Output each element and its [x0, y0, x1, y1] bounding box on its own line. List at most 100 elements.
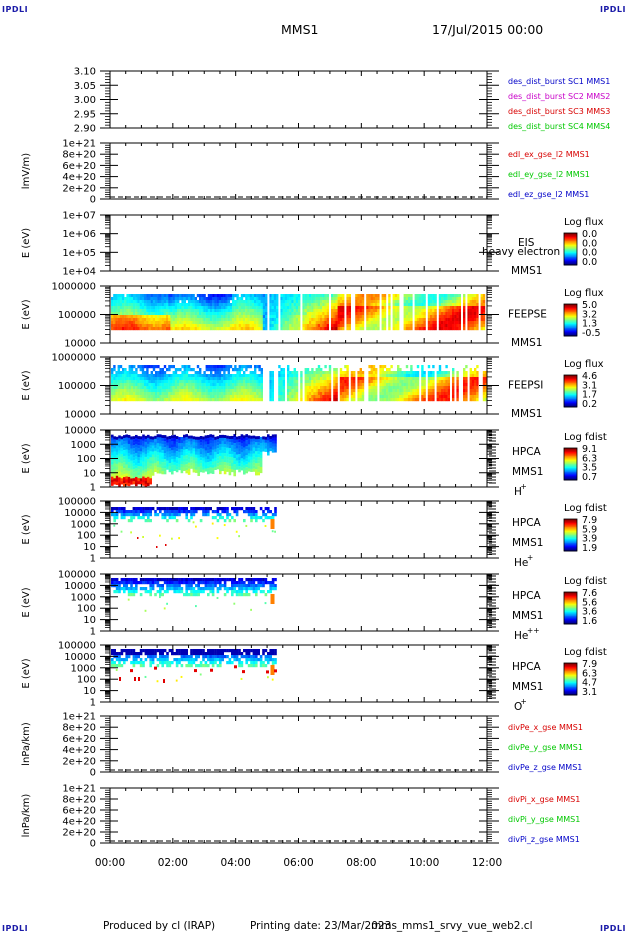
colorbar-cell	[564, 376, 577, 379]
colorbar-cell	[564, 477, 577, 480]
colorbar-cell	[564, 452, 577, 454]
colorbar-cell	[564, 379, 577, 381]
colorbar-cell	[564, 667, 577, 669]
panel-frame	[109, 356, 488, 415]
colorbar-cell	[564, 681, 577, 684]
colorbar-cell	[564, 324, 577, 326]
colorbar-tick-label: 0.0	[582, 257, 597, 268]
footer-script-name: mms_mms1_srvy_vue_web2.cl	[371, 920, 533, 932]
colorbar-cell	[564, 476, 577, 478]
colorbar-tick-label: 3.2	[582, 309, 597, 320]
colorbar-cell	[564, 605, 577, 608]
colorbar-cell	[564, 478, 577, 481]
colorbar-cell	[564, 529, 577, 532]
colorbar-cell	[564, 454, 577, 457]
y-tick-label: 100000	[58, 497, 96, 508]
y-tick-label: 3.10	[74, 67, 96, 78]
panel-feepse: 1000000 100000 10000 E (eV) FEEPSE MMS1 Log fl…	[21, 282, 604, 350]
colorbar-cell	[564, 243, 577, 246]
y-tick-label: 1e+04	[62, 267, 96, 278]
colorbar-cell	[564, 453, 577, 456]
colorbar-cell	[564, 616, 577, 618]
spectrogram-hpca_h	[111, 434, 277, 488]
colorbar-cell	[564, 683, 577, 685]
spacecraft-label: MMS1	[512, 681, 543, 693]
colorbar-cell	[564, 399, 577, 401]
y-axis-label: E (eV)	[21, 587, 32, 617]
spectrogram-hpca_o	[111, 649, 277, 683]
instrument-sub-label: heavy electron to	[482, 246, 574, 258]
colorbar-cell	[564, 237, 577, 239]
species-charge-label: +	[527, 553, 533, 562]
y-tick-label: 1000	[71, 592, 96, 603]
spectrogram-hpca_he	[111, 507, 277, 548]
colorbar-cell	[564, 597, 577, 600]
y-tick-label: 100000	[58, 381, 96, 392]
panel-frame	[109, 214, 488, 272]
y-tick-label: 10000	[64, 426, 96, 437]
colorbar-cell	[564, 233, 577, 235]
time-axis: 00:00 02:00 04:00 06:00 08:00 10:00 12:00	[95, 857, 502, 869]
colorbar-cell	[564, 247, 577, 250]
colorbar-tick-label: 3.1	[582, 687, 597, 698]
colorbar-cell	[564, 456, 577, 458]
colorbar-cell	[564, 263, 577, 266]
colorbar-cell	[564, 238, 577, 241]
colorbar-tick-label: 5.0	[582, 300, 597, 311]
colorbar-cell	[564, 458, 577, 461]
colorbar-cell	[564, 596, 577, 598]
colorbar-cell	[564, 448, 577, 450]
colorbar-cell	[564, 593, 577, 596]
colorbar-title: Log flux	[564, 217, 604, 228]
colorbar-cell	[564, 614, 577, 617]
y-tick-label: 10000	[64, 508, 96, 519]
legend-series-label: divPe_y_gse MMS1	[508, 743, 583, 752]
colorbar-cell	[564, 672, 577, 675]
colorbar-cell	[564, 606, 577, 609]
colorbar-cell	[564, 332, 577, 334]
instrument-label: HPCA	[512, 661, 542, 673]
colorbar-cell	[564, 258, 577, 261]
species-label: O	[514, 701, 522, 713]
colorbar-cell	[564, 397, 577, 400]
legend-series-label: edl_ey_gse_l2 MMS1	[508, 170, 590, 179]
colorbar-cell	[564, 469, 577, 472]
y-tick-label: 10000	[64, 410, 96, 421]
colorbar-cell	[564, 602, 577, 605]
colorbar-cell	[564, 304, 577, 306]
colorbar-cell	[564, 531, 577, 533]
colorbar-tick-label: 5.6	[582, 597, 597, 608]
colorbar-frame	[563, 518, 578, 552]
colorbar-tick-label: 1.6	[582, 616, 597, 627]
colorbar-title: Log fdist	[564, 432, 607, 443]
colorbar-cell	[564, 620, 577, 622]
colorbar-cell	[564, 675, 577, 677]
colorbar-title: Log fdist	[564, 576, 607, 587]
instrument-label: HPCA	[512, 590, 542, 602]
colorbar-tick-label: 5.9	[582, 524, 597, 535]
y-tick-label: 8e+20	[62, 795, 96, 806]
y-tick-label: 6e+20	[62, 161, 96, 172]
colorbar-cell	[564, 687, 577, 689]
colorbar-cell	[564, 385, 577, 388]
colorbar-cell	[564, 600, 577, 602]
instrument-label: HPCA	[512, 517, 542, 529]
y-tick-label: 1e+21	[62, 139, 96, 150]
colorbar-cell	[564, 685, 577, 688]
colorbar-cell	[564, 618, 577, 621]
colorbar-cell	[564, 468, 577, 470]
panel-frame	[109, 715, 488, 773]
y-tick-label: 3.05	[74, 81, 96, 92]
colorbar-cell	[564, 621, 577, 624]
y-tick-label: 10000	[64, 339, 96, 350]
colorbar-cell	[564, 257, 577, 259]
colorbar-cell	[564, 317, 577, 320]
colorbar-tick-label: -0.5	[582, 328, 601, 339]
y-tick-label: 1000	[71, 440, 96, 451]
y-tick-label: 1	[90, 483, 96, 494]
colorbar-cell	[564, 306, 577, 309]
colorbar-cell	[564, 326, 577, 329]
legend-series-label: divPi_y_gse MMS1	[508, 815, 580, 824]
